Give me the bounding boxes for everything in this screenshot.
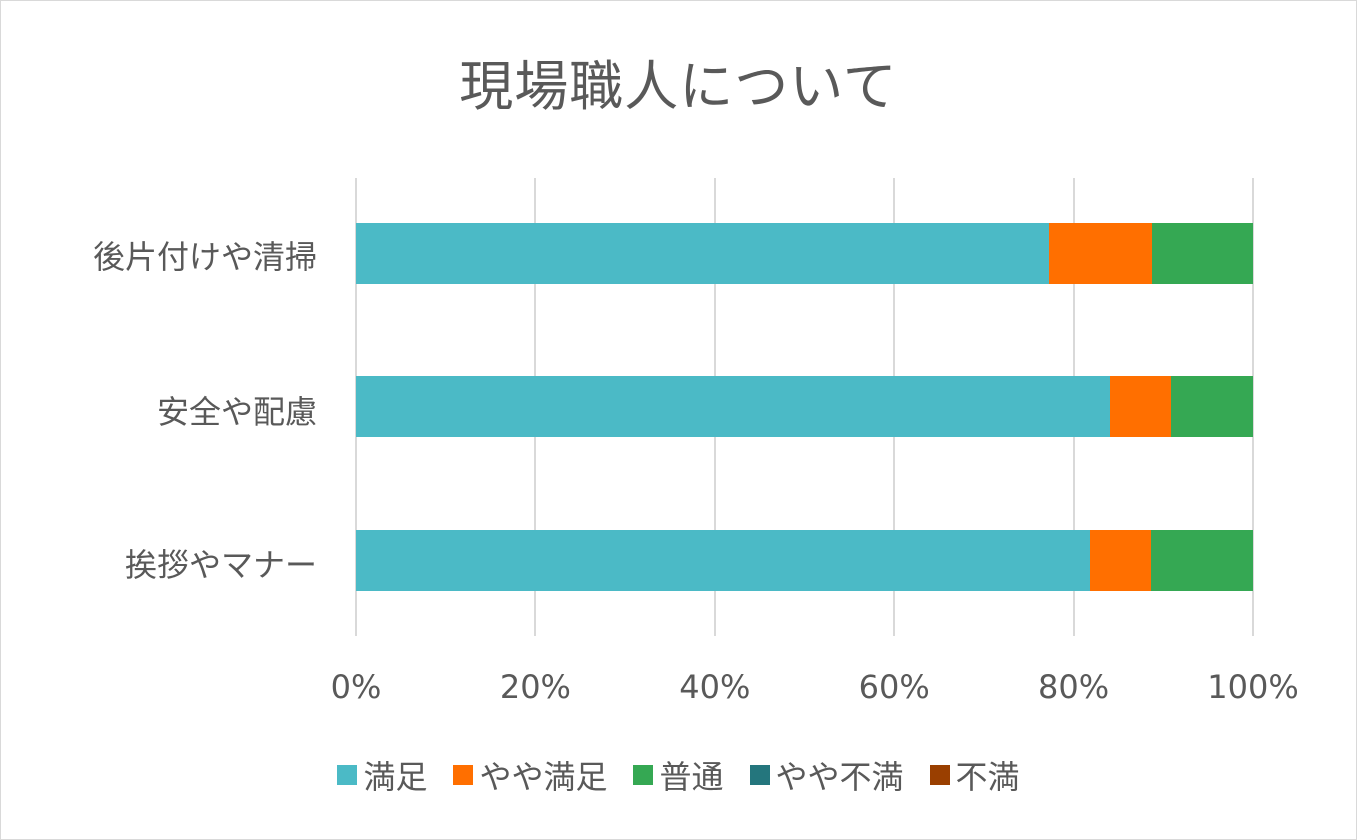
plot-area [355,178,1254,636]
x-tick-label: 20% [499,668,571,706]
bar-segment [1089,530,1151,591]
legend-swatch [453,765,474,785]
bar-segment [1151,223,1253,284]
legend-item: 不満 [929,752,1020,798]
legend-label: やや不満 [775,758,904,796]
x-tick-label: 80% [1038,668,1110,706]
legend-label: 不満 [955,758,1020,796]
legend-swatch [749,765,770,785]
bar-segment [356,223,1050,284]
bar-segment [1110,376,1172,437]
x-tick-label: 60% [858,668,930,706]
legend-item: 満足 [337,752,427,798]
bar-segment [1049,223,1152,284]
gridline [1252,178,1254,636]
bar-segment [1150,530,1253,591]
chart-title: 現場職人について [459,55,898,118]
category-label: 安全や配慮 [156,393,317,431]
legend-item: やや満足 [453,752,607,798]
bar-row [356,376,1253,437]
legend-swatch [929,765,950,785]
category-label: 挨拶やマナー [124,546,317,584]
bar-segment [356,376,1111,437]
bar-segment [1171,376,1253,437]
legend-swatch [337,765,358,785]
bar-segment [356,530,1090,591]
x-tick-label: 0% [330,668,382,706]
legend-label: 満足 [363,758,428,796]
bar-row [356,223,1253,284]
legend: 満足 やや満足 普通 やや不満 不満 [0,752,1357,798]
legend-item: 普通 [633,752,724,798]
bar-row [356,530,1253,591]
legend-swatch [633,765,654,785]
legend-label: 普通 [659,758,724,796]
legend-label: やや満足 [479,758,608,796]
category-label: 後片付けや清掃 [92,238,317,276]
legend-item: やや不満 [749,752,904,798]
x-tick-label: 40% [679,668,751,706]
x-tick-label: 100% [1207,668,1299,706]
